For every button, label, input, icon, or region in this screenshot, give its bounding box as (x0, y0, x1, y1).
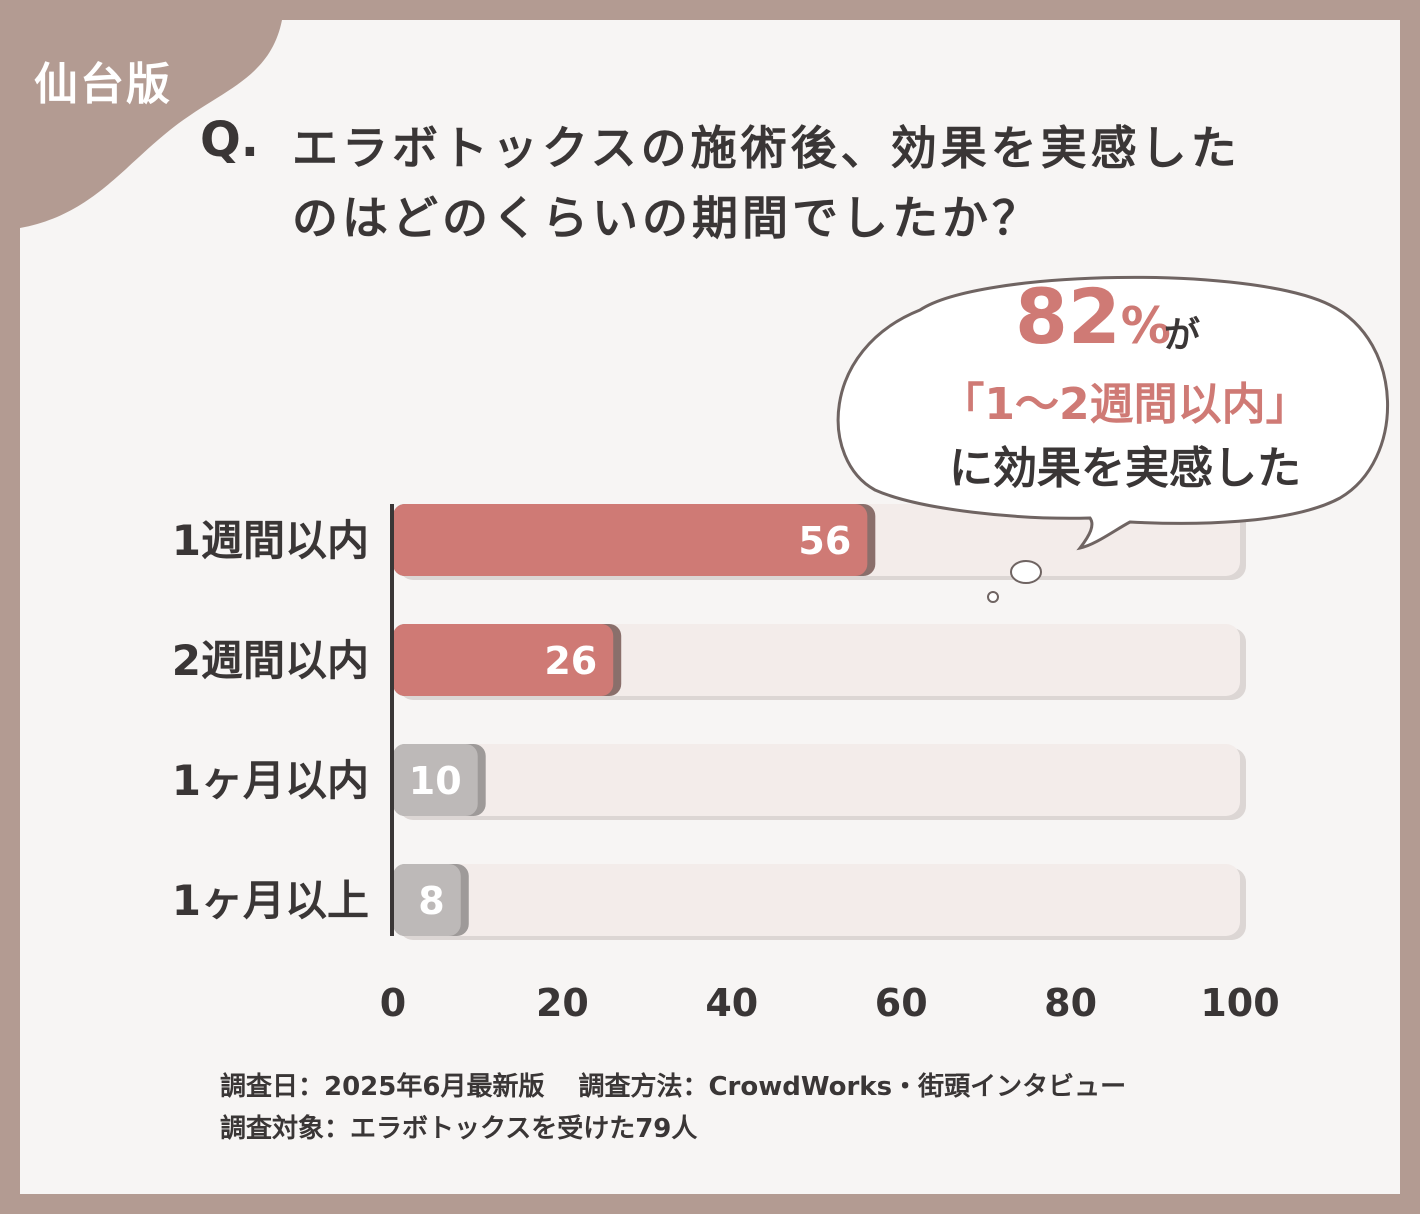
callout-period: 「1〜2週間以内」 (940, 379, 1310, 430)
question-title-line-1: エラボトックスの施術後、効果を実感した (292, 121, 1241, 175)
region-badge: 仙台版 (34, 59, 172, 110)
infographic-card: 仙台版 Q. エラボトックスの施術後、効果を実感した のはどのくらいの期間でした… (20, 20, 1400, 1194)
thought-dot-large (1010, 560, 1042, 584)
x-tick-label: 60 (875, 981, 928, 1025)
value-label: 10 (409, 759, 462, 803)
footer-line-1: 調査日：2025年6月最新版 調査方法：CrowdWorks・街頭インタビュー (220, 1066, 1126, 1108)
callout-percent-symbol: % (1120, 297, 1171, 355)
bar-track (393, 744, 1240, 816)
bar-3 (393, 744, 478, 816)
callout-percent-value: 82 (1015, 272, 1121, 361)
callout-text: に効果を実感した (949, 443, 1301, 494)
x-tick-label: 40 (705, 981, 758, 1025)
bar-4 (393, 864, 461, 936)
bar-track (393, 864, 1240, 936)
category-label: 1ヶ月以上 (172, 876, 369, 925)
bar-2 (393, 624, 614, 696)
callout-percent: 82% (1015, 272, 1171, 361)
survey-date: 調査日：2025年6月最新版 (220, 1072, 545, 1102)
x-tick-label: 0 (380, 981, 406, 1025)
value-label: 8 (418, 879, 444, 923)
corner-badge-shape (20, 20, 282, 228)
x-tick-label: 100 (1200, 981, 1279, 1025)
thought-dot-small (987, 591, 999, 603)
category-label: 2週間以内 (172, 636, 369, 685)
callout-particle: が (1164, 315, 1201, 356)
question-title-line-2: のはどのくらいの期間でしたか？ (292, 191, 1042, 245)
value-label: 56 (798, 519, 851, 563)
value-label: 26 (544, 639, 597, 683)
survey-target: 調査対象：エラボトックスを受けた79人 (220, 1114, 698, 1144)
bar-chart: 1週間以内 2週間以内 1ヶ月以内 1ヶ月以上 56 26 10 8 0 20 40 60 80 10… (172, 504, 1280, 1025)
x-tick-label: 80 (1044, 981, 1097, 1025)
speech-bubble-shape (836, 275, 1390, 551)
speech-bubble (836, 275, 1390, 603)
category-label: 1週間以内 (172, 516, 369, 565)
survey-footer: 調査日：2025年6月最新版 調査方法：CrowdWorks・街頭インタビュー 調… (220, 1066, 1126, 1150)
x-tick-label: 20 (536, 981, 589, 1025)
category-label: 1ヶ月以内 (172, 756, 369, 805)
survey-method: 調査方法：CrowdWorks・街頭インタビュー (578, 1072, 1127, 1102)
question-mark-label: Q. (200, 112, 260, 168)
bar-1 (393, 504, 868, 576)
